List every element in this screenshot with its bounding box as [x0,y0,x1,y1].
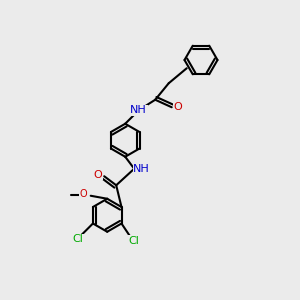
Text: Cl: Cl [128,236,139,246]
Text: NH: NH [130,105,147,115]
Text: O: O [173,102,182,112]
Text: NH: NH [133,164,150,174]
Text: O: O [80,189,87,199]
Text: Cl: Cl [73,234,83,244]
Text: O: O [94,170,103,180]
